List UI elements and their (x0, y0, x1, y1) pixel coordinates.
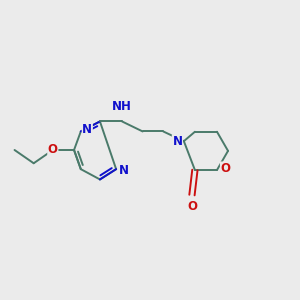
Text: N: N (172, 135, 182, 148)
Text: O: O (187, 200, 197, 213)
Text: O: O (48, 143, 58, 157)
Text: O: O (220, 162, 230, 175)
Text: N: N (118, 164, 128, 177)
Text: N: N (82, 124, 92, 136)
Text: NH: NH (112, 100, 132, 112)
